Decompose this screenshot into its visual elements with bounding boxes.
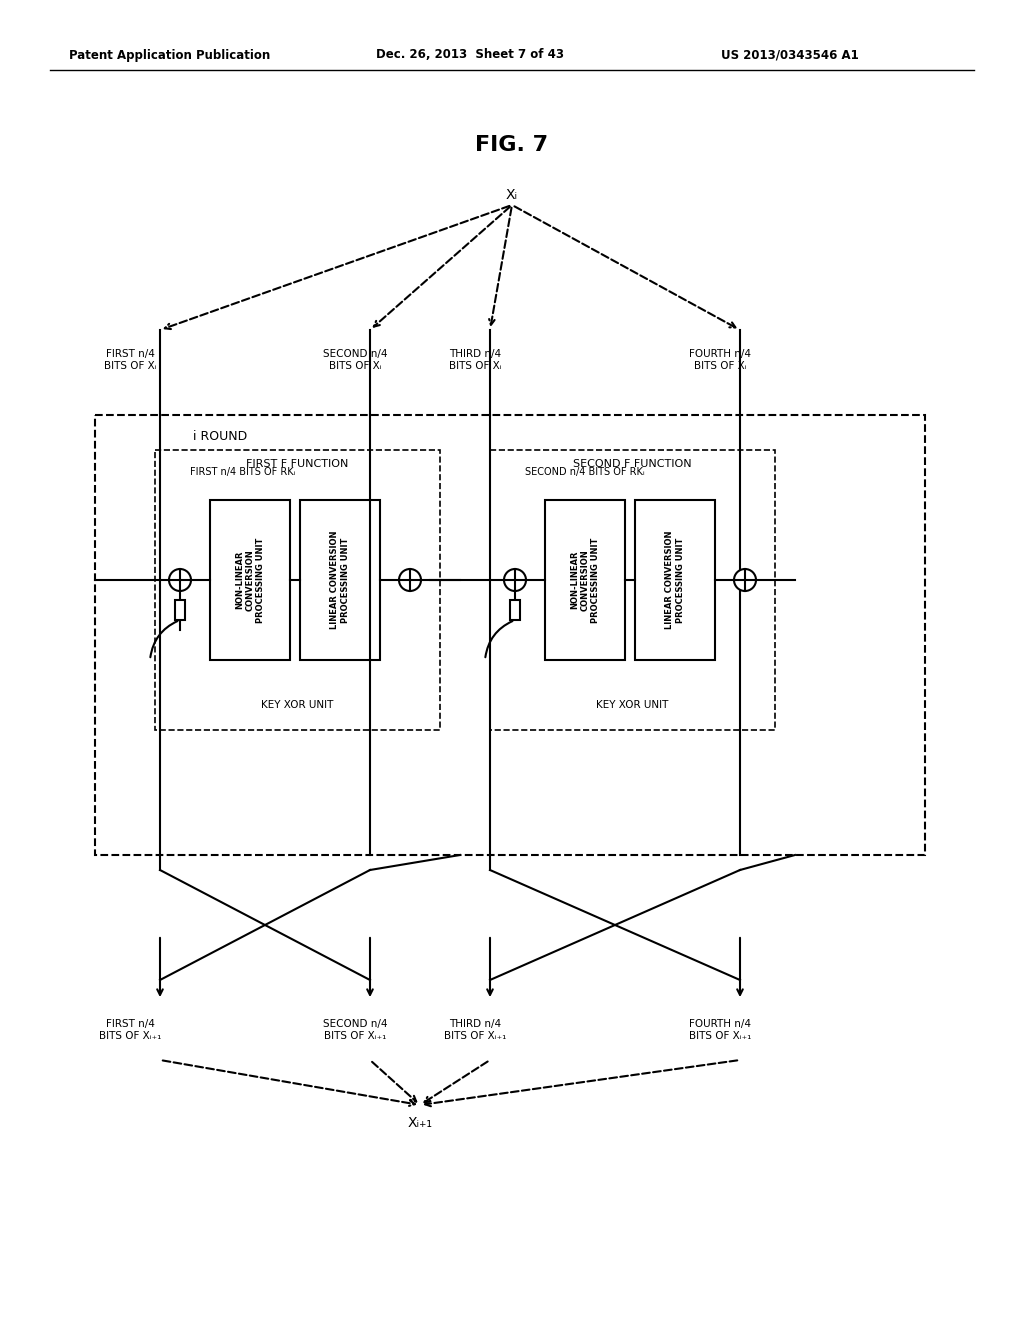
Text: SECOND n/4 BITS OF RKᵢ: SECOND n/4 BITS OF RKᵢ <box>525 467 645 477</box>
Text: FIRST n/4
BITS OF Xᵢ: FIRST n/4 BITS OF Xᵢ <box>103 350 157 371</box>
Circle shape <box>169 569 191 591</box>
Text: KEY XOR UNIT: KEY XOR UNIT <box>596 700 669 710</box>
Text: US 2013/0343546 A1: US 2013/0343546 A1 <box>721 49 859 62</box>
Text: FOURTH n/4
BITS OF Xᵢ: FOURTH n/4 BITS OF Xᵢ <box>689 350 751 371</box>
Text: SECOND F FUNCTION: SECOND F FUNCTION <box>573 459 692 469</box>
Text: FIRST F FUNCTION: FIRST F FUNCTION <box>247 459 349 469</box>
Text: SECOND n/4
BITS OF Xᵢ₊₁: SECOND n/4 BITS OF Xᵢ₊₁ <box>323 1019 387 1040</box>
Text: FOURTH n/4
BITS OF Xᵢ₊₁: FOURTH n/4 BITS OF Xᵢ₊₁ <box>689 1019 752 1040</box>
Text: KEY XOR UNIT: KEY XOR UNIT <box>261 700 334 710</box>
Circle shape <box>399 569 421 591</box>
Bar <box>95 414 925 855</box>
Text: THIRD n/4
BITS OF Xᵢ₊₁: THIRD n/4 BITS OF Xᵢ₊₁ <box>443 1019 506 1040</box>
Text: SECOND n/4
BITS OF Xᵢ: SECOND n/4 BITS OF Xᵢ <box>323 350 387 371</box>
Bar <box>175 601 185 620</box>
Text: Dec. 26, 2013  Sheet 7 of 43: Dec. 26, 2013 Sheet 7 of 43 <box>376 49 564 62</box>
Text: Patent Application Publication: Patent Application Publication <box>70 49 270 62</box>
Bar <box>510 601 520 620</box>
Text: LINEAR CONVERSION
PROCESSING UNIT: LINEAR CONVERSION PROCESSING UNIT <box>666 531 685 630</box>
Bar <box>300 500 380 660</box>
Bar <box>545 500 625 660</box>
Bar <box>155 450 440 730</box>
Text: i ROUND: i ROUND <box>193 430 247 444</box>
Text: Xᵢ: Xᵢ <box>506 187 518 202</box>
Bar <box>210 500 290 660</box>
Circle shape <box>734 569 756 591</box>
Text: LINEAR CONVERSION
PROCESSING UNIT: LINEAR CONVERSION PROCESSING UNIT <box>331 531 350 630</box>
Circle shape <box>504 569 526 591</box>
Text: FIRST n/4
BITS OF Xᵢ₊₁: FIRST n/4 BITS OF Xᵢ₊₁ <box>98 1019 161 1040</box>
Text: THIRD n/4
BITS OF Xᵢ: THIRD n/4 BITS OF Xᵢ <box>449 350 502 371</box>
Bar <box>635 500 715 660</box>
Text: FIG. 7: FIG. 7 <box>475 135 549 154</box>
Text: FIRST n/4 BITS OF RKᵢ: FIRST n/4 BITS OF RKᵢ <box>190 467 296 477</box>
Bar <box>490 450 775 730</box>
Text: Xᵢ₊₁: Xᵢ₊₁ <box>408 1115 432 1130</box>
Text: NON-LINEAR
CONVERSION
PROCESSING UNIT: NON-LINEAR CONVERSION PROCESSING UNIT <box>570 537 600 623</box>
Text: NON-LINEAR
CONVERSION
PROCESSING UNIT: NON-LINEAR CONVERSION PROCESSING UNIT <box>236 537 265 623</box>
